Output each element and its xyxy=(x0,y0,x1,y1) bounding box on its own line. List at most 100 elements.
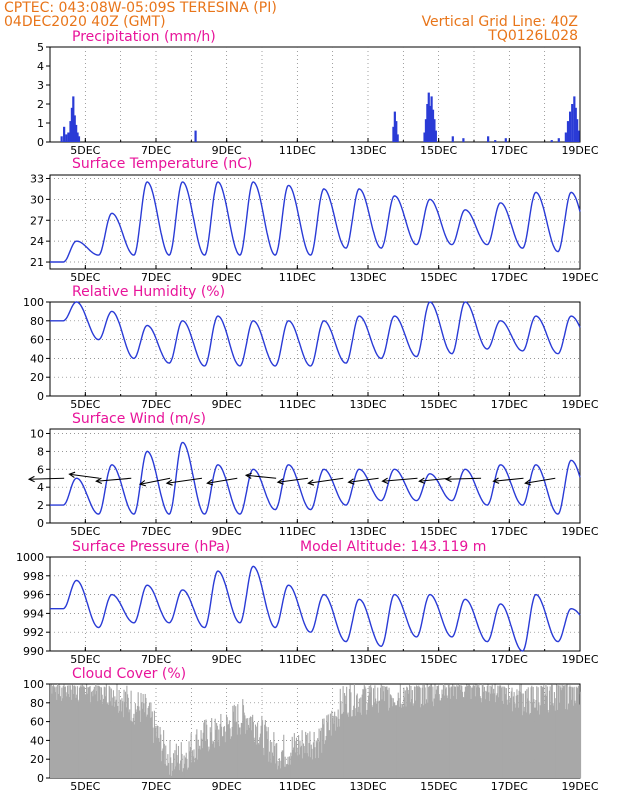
cloud-column xyxy=(406,687,408,778)
cloud-column xyxy=(540,685,542,778)
cloud-column xyxy=(75,697,77,778)
cloud-column xyxy=(101,694,103,778)
cloud-column xyxy=(512,711,514,778)
cloud-column xyxy=(339,688,341,778)
cloud-column xyxy=(434,684,436,778)
cloud-column xyxy=(332,715,334,778)
cloud-column xyxy=(89,686,91,778)
cloud-column xyxy=(321,752,323,778)
cloud-column xyxy=(50,684,52,778)
cloud-column xyxy=(179,763,181,778)
temp-ytick-label: 33 xyxy=(30,172,44,185)
cloud-column xyxy=(239,727,241,778)
cloud-column xyxy=(261,715,263,778)
cloud-column xyxy=(180,760,182,778)
temp-title: Surface Temperature (nC) xyxy=(72,156,253,172)
precip-frame xyxy=(49,46,581,143)
cloud-column xyxy=(303,746,305,778)
cloud-column xyxy=(86,684,88,778)
cloud-column xyxy=(423,685,425,778)
cloud-column xyxy=(510,691,512,778)
precip-bar xyxy=(550,140,553,142)
cloud-column xyxy=(491,684,493,778)
cloud-column xyxy=(531,702,534,778)
cloud-column xyxy=(178,770,180,778)
cloud-column xyxy=(370,687,372,778)
cloud-column xyxy=(490,693,492,778)
cloud-column xyxy=(294,740,296,778)
cloud-column xyxy=(382,685,384,778)
cloud-column xyxy=(79,686,81,778)
cloud-column xyxy=(299,740,301,778)
precip-xtick-label: 13DEC xyxy=(349,144,386,157)
cloud-column xyxy=(503,686,505,778)
precip-bar xyxy=(194,130,197,142)
cloud-column xyxy=(192,756,194,778)
cloud-column xyxy=(57,684,59,778)
cloud-column xyxy=(144,693,146,778)
cloud-column xyxy=(72,685,74,778)
precip-ytick-label: 0 xyxy=(37,136,44,149)
cloud-column xyxy=(523,711,525,778)
cloud-column xyxy=(183,755,185,778)
cloud-column xyxy=(565,709,567,778)
cloud-column xyxy=(148,706,150,778)
cloud-column xyxy=(449,698,452,778)
cloud-column xyxy=(305,731,307,778)
cloud-column xyxy=(566,684,568,778)
wind-series-line xyxy=(50,441,581,515)
cloud-column xyxy=(534,707,536,778)
cloud-column xyxy=(318,728,320,778)
cloud-column xyxy=(161,750,163,778)
cloud-column xyxy=(241,722,243,778)
cloud-column xyxy=(107,704,110,778)
cloud-column xyxy=(282,750,284,778)
wind-ytick-label: 10 xyxy=(30,427,44,440)
cloud-column xyxy=(567,703,570,778)
precip-bar xyxy=(423,132,426,142)
cloud-column xyxy=(151,711,153,778)
wind-vector xyxy=(419,477,450,482)
cloud-ytick-label: 80 xyxy=(30,697,44,710)
cloud-column xyxy=(158,741,160,778)
cloud-column xyxy=(458,684,460,778)
cloud-column xyxy=(442,684,445,778)
wind-xtick-label: 5DEC xyxy=(70,525,100,538)
cloud-column xyxy=(524,690,526,778)
temp-xtick-label: 15DEC xyxy=(420,271,457,284)
model-altitude: Model Altitude: 143.119 m xyxy=(300,539,486,555)
cloud-column xyxy=(129,709,131,778)
temp-xtick-label: 9DEC xyxy=(212,271,242,284)
cloud-column xyxy=(278,765,280,778)
cloud-column xyxy=(347,712,349,778)
cloud-column xyxy=(313,731,315,778)
pressure-ytick-label: 994 xyxy=(23,607,44,620)
cloud-column xyxy=(367,702,369,778)
cloud-column xyxy=(155,725,157,778)
precip-bar xyxy=(75,124,78,142)
cloud-column xyxy=(132,717,134,778)
cloud-column xyxy=(247,718,249,778)
cloud-column xyxy=(428,687,430,778)
cloud-column xyxy=(58,684,60,778)
precip-ytick-label: 5 xyxy=(37,41,44,54)
cloud-column xyxy=(74,685,76,778)
cloud-column xyxy=(52,686,54,778)
cloud-column xyxy=(185,752,187,778)
wind-vector-head xyxy=(138,480,147,487)
cloud-column xyxy=(558,685,560,778)
pressure-title: Surface Pressure (hPa) xyxy=(72,539,230,555)
wind-ytick-label: 2 xyxy=(37,499,44,512)
cloud-column xyxy=(359,712,361,778)
cloud-column xyxy=(385,686,387,778)
precip-bar xyxy=(429,105,432,142)
cloud-column xyxy=(121,698,123,778)
cloud-column xyxy=(205,719,207,778)
cloud-column xyxy=(502,703,505,778)
cloud-column xyxy=(182,771,184,778)
cloud-column xyxy=(389,694,392,778)
cloud-column xyxy=(149,717,151,778)
cloud-column xyxy=(142,694,144,778)
cloud-column xyxy=(240,734,242,778)
cloud-column xyxy=(279,768,281,778)
